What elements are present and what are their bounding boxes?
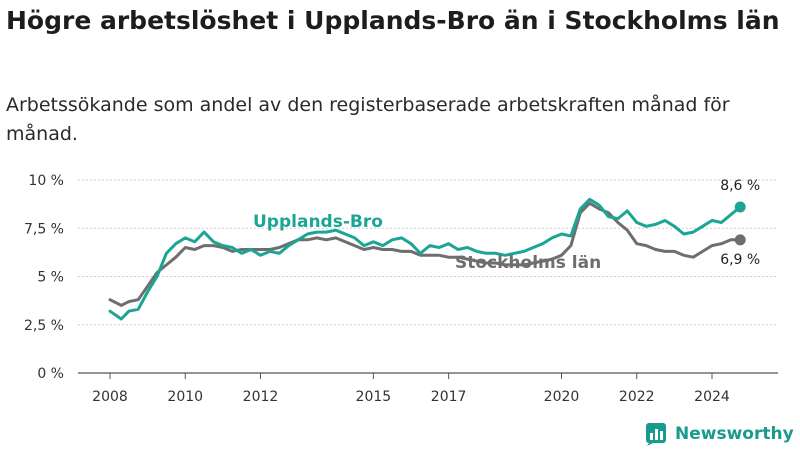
chart-title: Högre arbetslöshet i Upplands-Bro än i S… [6,6,780,35]
series-end-label-stockholms-län: 6,9 % [720,252,760,268]
y-tick-label: 10 % [28,173,64,189]
x-tick-label: 2015 [356,389,392,405]
y-tick-label: 7,5 % [24,221,64,237]
brand-logo: Newsworthy [645,420,794,448]
line-chart: 0 % 2,5 % 5 % 7,5 % 10 % 2008 2010 2012 2015 2017… [24,173,778,405]
x-tick-label: 2017 [431,389,467,405]
x-tick-label: 2020 [544,389,580,405]
series-end-marker-stockholms-län [734,234,746,246]
y-tick-label: 0 % [37,366,64,382]
y-tick-label: 2,5 % [24,318,64,334]
x-tick-label: 2024 [694,389,730,405]
x-tick-label: 2012 [243,389,279,405]
series-label-upplands-bro: Upplands-Bro [253,212,383,232]
x-tick-label: 2010 [167,389,203,405]
series-end-label-upplands-bro: 8,6 % [720,178,760,194]
series-end-marker-upplands-bro [734,201,746,213]
x-tick-label: 2022 [619,389,655,405]
series-line-stockholms-län [108,201,742,307]
y-tick-label: 5 % [37,270,64,286]
series-label-stockholms-lan: Stockholms län [455,253,601,273]
x-tick-label: 2008 [92,389,128,405]
chart-subtitle: Arbetssökande som andel av den registerb… [6,94,730,145]
series-line-upplands-bro [108,197,742,321]
brand-name: Newsworthy [675,424,794,444]
newsworthy-logo-icon [646,423,666,446]
